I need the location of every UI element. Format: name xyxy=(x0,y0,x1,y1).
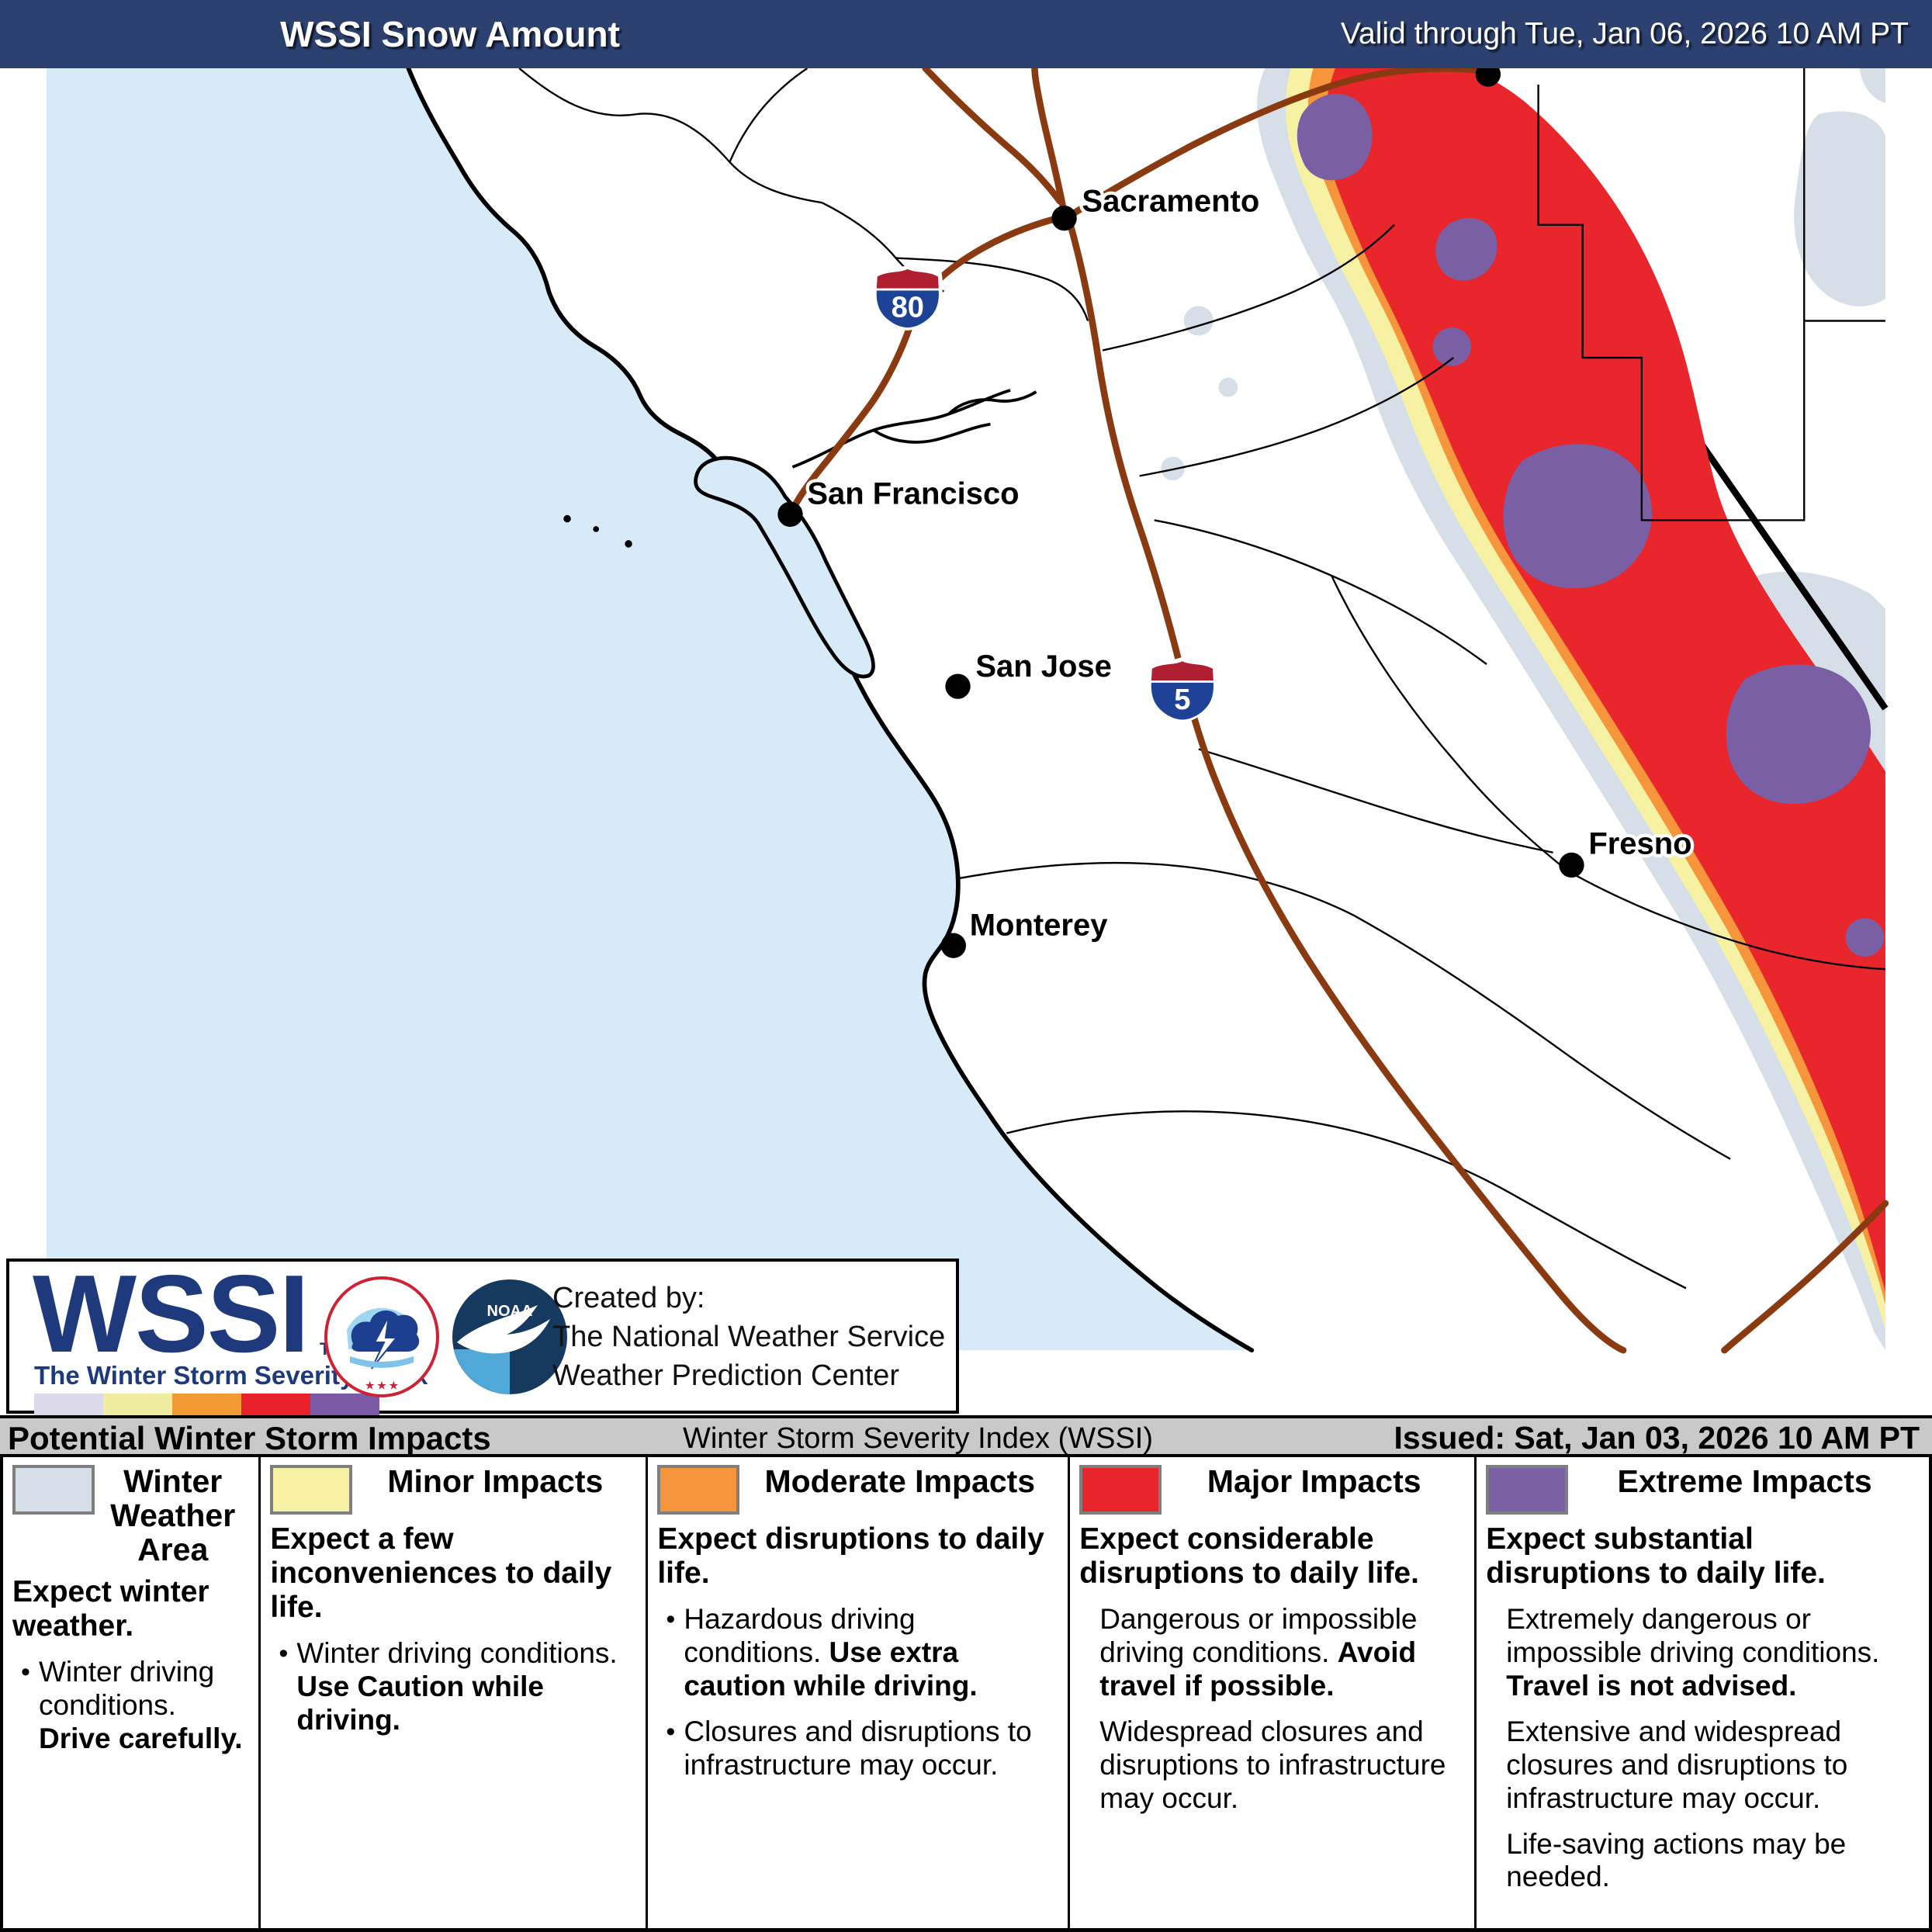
islands xyxy=(563,514,632,548)
shield-number: 80 xyxy=(892,292,924,324)
agency-logos: ★ ★ ★ NOAA xyxy=(324,1276,572,1402)
issued-label: Issued: Sat, Jan 03, 2026 10 AM PT xyxy=(1394,1420,1920,1456)
highway-i5 xyxy=(1065,217,1627,1354)
highway-i80-ne xyxy=(1065,68,1489,220)
city-marker-san-jose[interactable] xyxy=(945,673,971,699)
minor-impacts-item: • Winter driving conditions. Use Caution … xyxy=(270,1637,638,1737)
severity-overlay xyxy=(1161,68,1889,1351)
extreme-blob xyxy=(1432,327,1471,366)
bullet-icon: • xyxy=(21,1657,30,1687)
winter-weather-area-title: Winter Weather Area xyxy=(110,1463,236,1567)
created-by-text: Created by: The National Weather Service… xyxy=(552,1279,945,1395)
moderate-impacts-item: • Hazardous driving conditions. Use extra… xyxy=(657,1603,1060,1703)
moderate-impacts-title: Moderate Impacts xyxy=(764,1463,1036,1499)
winter-weather-patch xyxy=(1859,68,1885,103)
wssi-wordmark: WSSI xyxy=(33,1252,310,1376)
wssi-logo-box: WSSI TM The Winter Storm Severity Index … xyxy=(6,1252,959,1416)
city-marker-fresno[interactable] xyxy=(1559,852,1584,878)
legend-column-extreme-impacts: Extreme Impacts Expect substantial disrup… xyxy=(1474,1457,1929,1928)
major-impacts-title: Major Impacts xyxy=(1207,1463,1421,1499)
legend-column-major-impacts: Major Impacts Expect considerable disrupt… xyxy=(1068,1457,1474,1928)
strip-swatch xyxy=(241,1394,310,1416)
extreme-impacts-item: Extensive and widespread closures and di… xyxy=(1506,1715,1848,1814)
svg-text:★ ★ ★: ★ ★ ★ xyxy=(365,1380,399,1391)
strip-swatch xyxy=(172,1394,241,1416)
strip-swatch xyxy=(310,1394,379,1416)
city-label: Fresno xyxy=(1588,827,1691,861)
interstate-5-shield: 5 xyxy=(1147,656,1218,723)
created-by-line1: Created by: xyxy=(552,1282,705,1314)
strip-swatch xyxy=(103,1394,172,1416)
city-layer: Sacramento San Francisco San Jose Monterey F… xyxy=(777,68,1695,958)
city-marker-unlabeled[interactable] xyxy=(1475,68,1501,87)
extreme-impacts-item: Extremely dangerous or impossible drivin… xyxy=(1506,1603,1880,1702)
minor-impacts-title: Minor Impacts xyxy=(387,1463,604,1499)
strip-swatch xyxy=(34,1394,103,1416)
valid-through-label: Valid through Tue, Jan 06, 2026 10 AM PT xyxy=(1340,17,1909,50)
extreme-blob xyxy=(1503,444,1652,589)
wssi-color-strip xyxy=(34,1394,379,1416)
extreme-blob xyxy=(1435,218,1497,281)
noaa-logo-icon: NOAA xyxy=(452,1279,567,1394)
map-canvas[interactable]: 80 5 Sacramento San Francisco San Jose Monte… xyxy=(0,68,1932,1415)
impacts-title: Potential Winter Storm Impacts xyxy=(8,1420,491,1456)
extreme-blob xyxy=(1297,93,1373,181)
city-label: San Jose xyxy=(975,649,1112,684)
legend-column-moderate-impacts: Moderate Impacts Expect disruptions to da… xyxy=(646,1457,1068,1928)
bullet-icon: • xyxy=(279,1639,289,1669)
map-svg: 80 5 Sacramento San Francisco San Jose Monte… xyxy=(47,68,1889,1354)
minor-impacts-swatch xyxy=(270,1465,353,1515)
city-label: Monterey xyxy=(970,908,1108,942)
winter-weather-speck xyxy=(1183,306,1214,336)
impacts-legend: Winter Weather Area Expect winter weather… xyxy=(0,1457,1932,1932)
extreme-blob xyxy=(1726,664,1871,805)
legend-column-minor-impacts: Minor Impacts Expect a few inconveniences… xyxy=(258,1457,646,1928)
city-marker-monterey[interactable] xyxy=(940,933,966,958)
bullet-icon: • xyxy=(666,1716,676,1747)
legend-column-winter-weather-area: Winter Weather Area Expect winter weather… xyxy=(3,1457,258,1928)
winter-weather-area-item: • Winter driving conditions. Drive carefu… xyxy=(12,1656,251,1756)
interstate-80-shield: 80 xyxy=(872,265,943,331)
city-marker-san-francisco[interactable] xyxy=(777,501,803,528)
bullet-icon: • xyxy=(666,1605,676,1635)
wssi-subtitle: Winter Storm Severity Index (WSSI) xyxy=(683,1422,1154,1455)
shield-layer: 80 5 xyxy=(872,265,1218,723)
highway-north-entry xyxy=(922,68,1064,205)
nws-logo-icon: ★ ★ ★ xyxy=(324,1276,439,1397)
winter-weather-area-swatch xyxy=(12,1465,95,1515)
moderate-impacts-item: • Closures and disruptions to infrastruct… xyxy=(657,1716,1060,1782)
moderate-impacts-headline: Expect disruptions to daily life. xyxy=(657,1522,1044,1591)
winter-weather-area-headline: Expect winter weather. xyxy=(12,1574,209,1643)
major-impacts-item: Dangerous or impossible driving conditio… xyxy=(1099,1603,1418,1702)
impacts-title-bar: Potential Winter Storm Impacts Winter St… xyxy=(0,1415,1932,1457)
major-impacts-item: Widespread closures and disruptions to i… xyxy=(1099,1715,1446,1814)
page-title: WSSI Snow Amount xyxy=(280,14,620,54)
extreme-impacts-title: Extreme Impacts xyxy=(1617,1463,1872,1499)
created-by-line3: Weather Prediction Center xyxy=(552,1359,900,1393)
city-label: San Francisco xyxy=(807,477,1019,511)
sf-bay xyxy=(694,455,875,679)
created-by-line2: The National Weather Service xyxy=(552,1321,946,1354)
extreme-impacts-swatch xyxy=(1486,1465,1569,1515)
winter-weather-patch xyxy=(1794,111,1885,306)
major-impacts-headline: Expect considerable disruptions to daily… xyxy=(1079,1522,1419,1591)
city-marker-sacramento[interactable] xyxy=(1051,206,1077,231)
major-band xyxy=(1324,68,1885,1293)
major-impacts-swatch xyxy=(1079,1465,1162,1515)
shield-number: 5 xyxy=(1174,684,1190,716)
extreme-impacts-item: Life-saving actions may be needed. xyxy=(1506,1827,1847,1893)
highway-north xyxy=(1031,68,1068,217)
noaa-logo-text: NOAA xyxy=(487,1303,533,1320)
minor-impacts-headline: Expect a few inconveniences to daily lif… xyxy=(270,1522,612,1625)
winter-weather-speck xyxy=(1218,377,1238,397)
county-lines xyxy=(518,68,1886,1290)
extreme-impacts-headline: Expect substantial disruptions to daily … xyxy=(1486,1522,1826,1591)
moderate-impacts-swatch xyxy=(657,1465,740,1515)
header-bar: WSSI Snow Amount Valid through Tue, Jan … xyxy=(0,0,1932,68)
highway-99 xyxy=(1721,1200,1889,1354)
extreme-blob xyxy=(1845,918,1885,957)
city-label: Sacramento xyxy=(1082,185,1259,219)
